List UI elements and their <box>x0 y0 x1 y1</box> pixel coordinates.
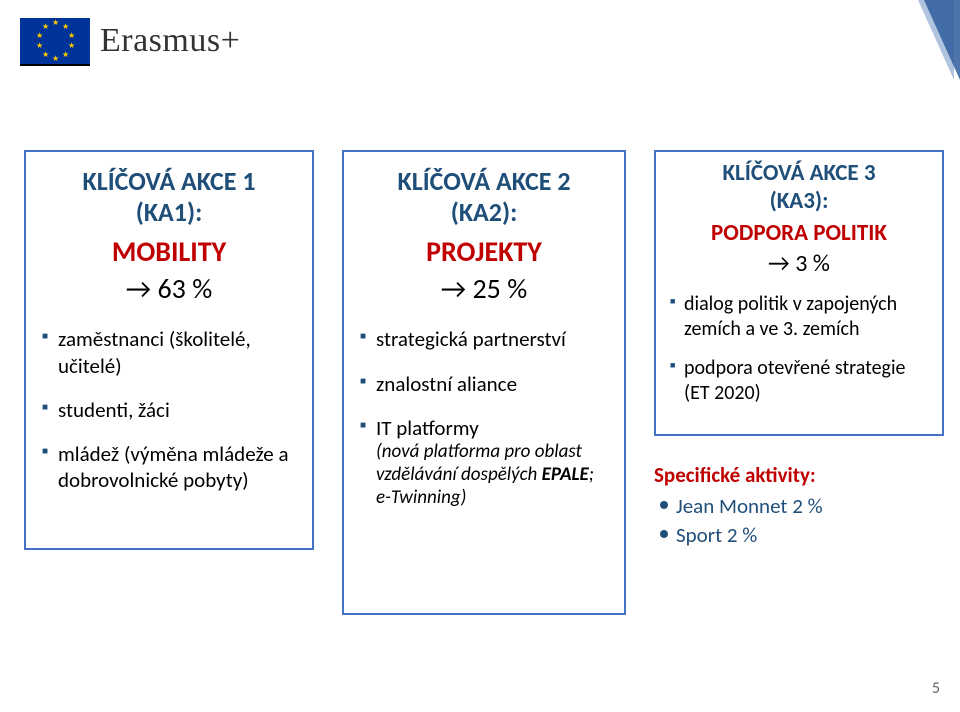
list-item: podpora otevřené strategie (ET 2020) <box>670 356 928 406</box>
eu-stars-icon: ★ ★ ★ ★ ★ ★ ★ ★ ★ ★ <box>35 21 75 61</box>
ka3-subtitle: PODPORA POLITIK <box>670 219 928 247</box>
ka2-it-label: IT platformy <box>376 415 479 441</box>
ka1-title: KLÍČOVÁ AKCE 1 (KA1): <box>42 166 296 228</box>
ka1-items: zaměstnanci (školitelé, učitelé) student… <box>42 326 296 493</box>
ka3-title: KLÍČOVÁ AKCE 3 (KA3): <box>670 160 928 215</box>
brand-name: Erasmus <box>100 22 221 59</box>
list-item: strategická partnerství <box>360 326 608 352</box>
slide: ★ ★ ★ ★ ★ ★ ★ ★ ★ ★ Erasmus+ KLÍČOVÁ AKC… <box>0 0 960 712</box>
list-item: znalostní aliance <box>360 371 608 397</box>
specific-items: Jean Monnet 2 % Sport 2 % <box>654 492 944 549</box>
logo: ★ ★ ★ ★ ★ ★ ★ ★ ★ ★ Erasmus+ <box>20 18 240 64</box>
ka3-box: KLÍČOVÁ AKCE 3 (KA3): PODPORA POLITIK → … <box>654 150 944 436</box>
list-item: studenti, žáci <box>42 397 296 423</box>
ka2-box: KLÍČOVÁ AKCE 2 (KA2): PROJEKTY → 25 % st… <box>342 150 626 615</box>
page-number: 5 <box>932 679 940 698</box>
ka1-subtitle: MOBILITY <box>42 234 296 269</box>
ka2-title-line1: KLÍČOVÁ AKCE 2 <box>398 165 571 197</box>
specific-title: Specifické aktivity: <box>654 462 944 488</box>
brand-text: Erasmus+ <box>100 22 240 60</box>
ka2-title-line2: (KA2): <box>451 196 518 228</box>
ka3-title-line2: (KA3): <box>770 187 829 215</box>
list-item: Jean Monnet 2 % <box>654 492 944 520</box>
ka2-title: KLÍČOVÁ AKCE 2 (KA2): <box>360 166 608 228</box>
corner-decoration <box>924 0 960 80</box>
eu-flag-icon: ★ ★ ★ ★ ★ ★ ★ ★ ★ ★ <box>20 18 90 64</box>
ka1-box: KLÍČOVÁ AKCE 1 (KA1): MOBILITY → 63 % za… <box>24 150 314 550</box>
specific-activities: Specifické aktivity: Jean Monnet 2 % Spo… <box>654 462 944 549</box>
ka3-percent: → 3 % <box>670 249 928 278</box>
brand-plus: + <box>221 22 241 59</box>
ka3-items: dialog politik v zapojených zemích a ve … <box>670 292 928 406</box>
ka2-items: strategická partnerství znalostní alianc… <box>360 326 608 509</box>
ka2-percent: → 25 % <box>360 271 608 306</box>
list-item: dialog politik v zapojených zemích a ve … <box>670 292 928 342</box>
ka1-title-line1: KLÍČOVÁ AKCE 1 <box>83 165 256 197</box>
ka1-title-line2: (KA1): <box>136 196 203 228</box>
columns: KLÍČOVÁ AKCE 1 (KA1): MOBILITY → 63 % za… <box>24 150 944 615</box>
list-item: zaměstnanci (školitelé, učitelé) <box>42 326 296 379</box>
ka2-it-note-epale: EPALE <box>542 463 589 486</box>
ka2-subtitle: PROJEKTY <box>360 234 608 269</box>
ka3-title-line1: KLÍČOVÁ AKCE 3 <box>722 159 875 187</box>
list-item: IT platformy (nová platforma pro oblast … <box>360 415 608 510</box>
list-item: mládež (výměna mládeže a dobrovolnické p… <box>42 441 296 494</box>
ka1-percent: → 63 % <box>42 271 296 306</box>
list-item: Sport 2 % <box>654 521 944 549</box>
ka2-it-note: (nová platforma pro oblast vzdělávání do… <box>376 441 608 509</box>
ka3-column: KLÍČOVÁ AKCE 3 (KA3): PODPORA POLITIK → … <box>654 150 944 549</box>
